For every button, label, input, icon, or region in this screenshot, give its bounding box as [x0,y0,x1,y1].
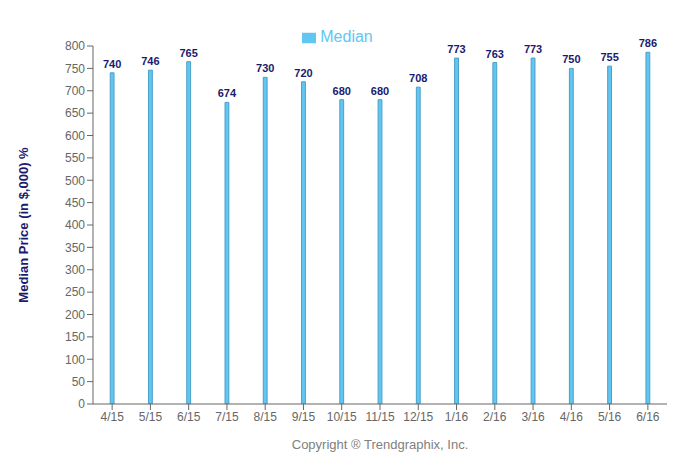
svg-text:740: 740 [103,58,121,70]
svg-text:10/15: 10/15 [327,410,357,424]
svg-text:450: 450 [65,196,85,210]
svg-text:746: 746 [141,55,159,67]
svg-text:150: 150 [65,330,85,344]
svg-text:6/15: 6/15 [177,410,201,424]
svg-text:7/15: 7/15 [215,410,239,424]
svg-text:Copyright ® Trendgraphix, Inc.: Copyright ® Trendgraphix, Inc. [292,437,469,452]
svg-text:11/15: 11/15 [365,410,394,424]
svg-text:773: 773 [447,43,465,55]
svg-text:674: 674 [218,87,237,99]
svg-text:720: 720 [294,67,312,79]
svg-text:755: 755 [600,51,618,63]
svg-text:6/16: 6/16 [636,410,660,424]
svg-text:12/15: 12/15 [403,410,433,424]
svg-text:300: 300 [65,263,85,277]
svg-text:4/15: 4/15 [100,410,124,424]
svg-text:765: 765 [179,47,197,59]
svg-text:3/16: 3/16 [521,410,545,424]
svg-text:350: 350 [65,241,85,255]
svg-text:1/16: 1/16 [445,410,469,424]
svg-text:763: 763 [486,48,504,60]
html-text:Median: Median [320,28,373,45]
svg-text:773: 773 [524,43,542,55]
svg-text:680: 680 [333,85,351,97]
svg-text:750: 750 [65,62,85,76]
svg-text:730: 730 [256,62,274,74]
svg-text:8/15: 8/15 [254,410,278,424]
svg-text:786: 786 [639,37,657,49]
svg-text:600: 600 [65,129,85,143]
svg-text:700: 700 [65,84,85,98]
svg-text:750: 750 [562,53,580,65]
svg-text:250: 250 [65,285,85,299]
svg-text:4/16: 4/16 [560,410,584,424]
svg-text:50: 50 [72,375,86,389]
svg-text:5/16: 5/16 [598,410,622,424]
svg-text:500: 500 [65,174,85,188]
svg-text:708: 708 [409,72,427,84]
svg-text:Median Price (in $,000) %: Median Price (in $,000) % [16,147,31,303]
svg-text:400: 400 [65,218,85,232]
svg-text:2/16: 2/16 [483,410,507,424]
svg-text:550: 550 [65,151,85,165]
svg-text:0: 0 [78,397,85,411]
svg-text:9/15: 9/15 [292,410,316,424]
svg-text:200: 200 [65,308,85,322]
svg-text:100: 100 [65,353,85,367]
svg-text:800: 800 [65,39,85,53]
svg-text:680: 680 [371,85,389,97]
svg-text:5/15: 5/15 [139,410,163,424]
svg-text:650: 650 [65,106,85,120]
